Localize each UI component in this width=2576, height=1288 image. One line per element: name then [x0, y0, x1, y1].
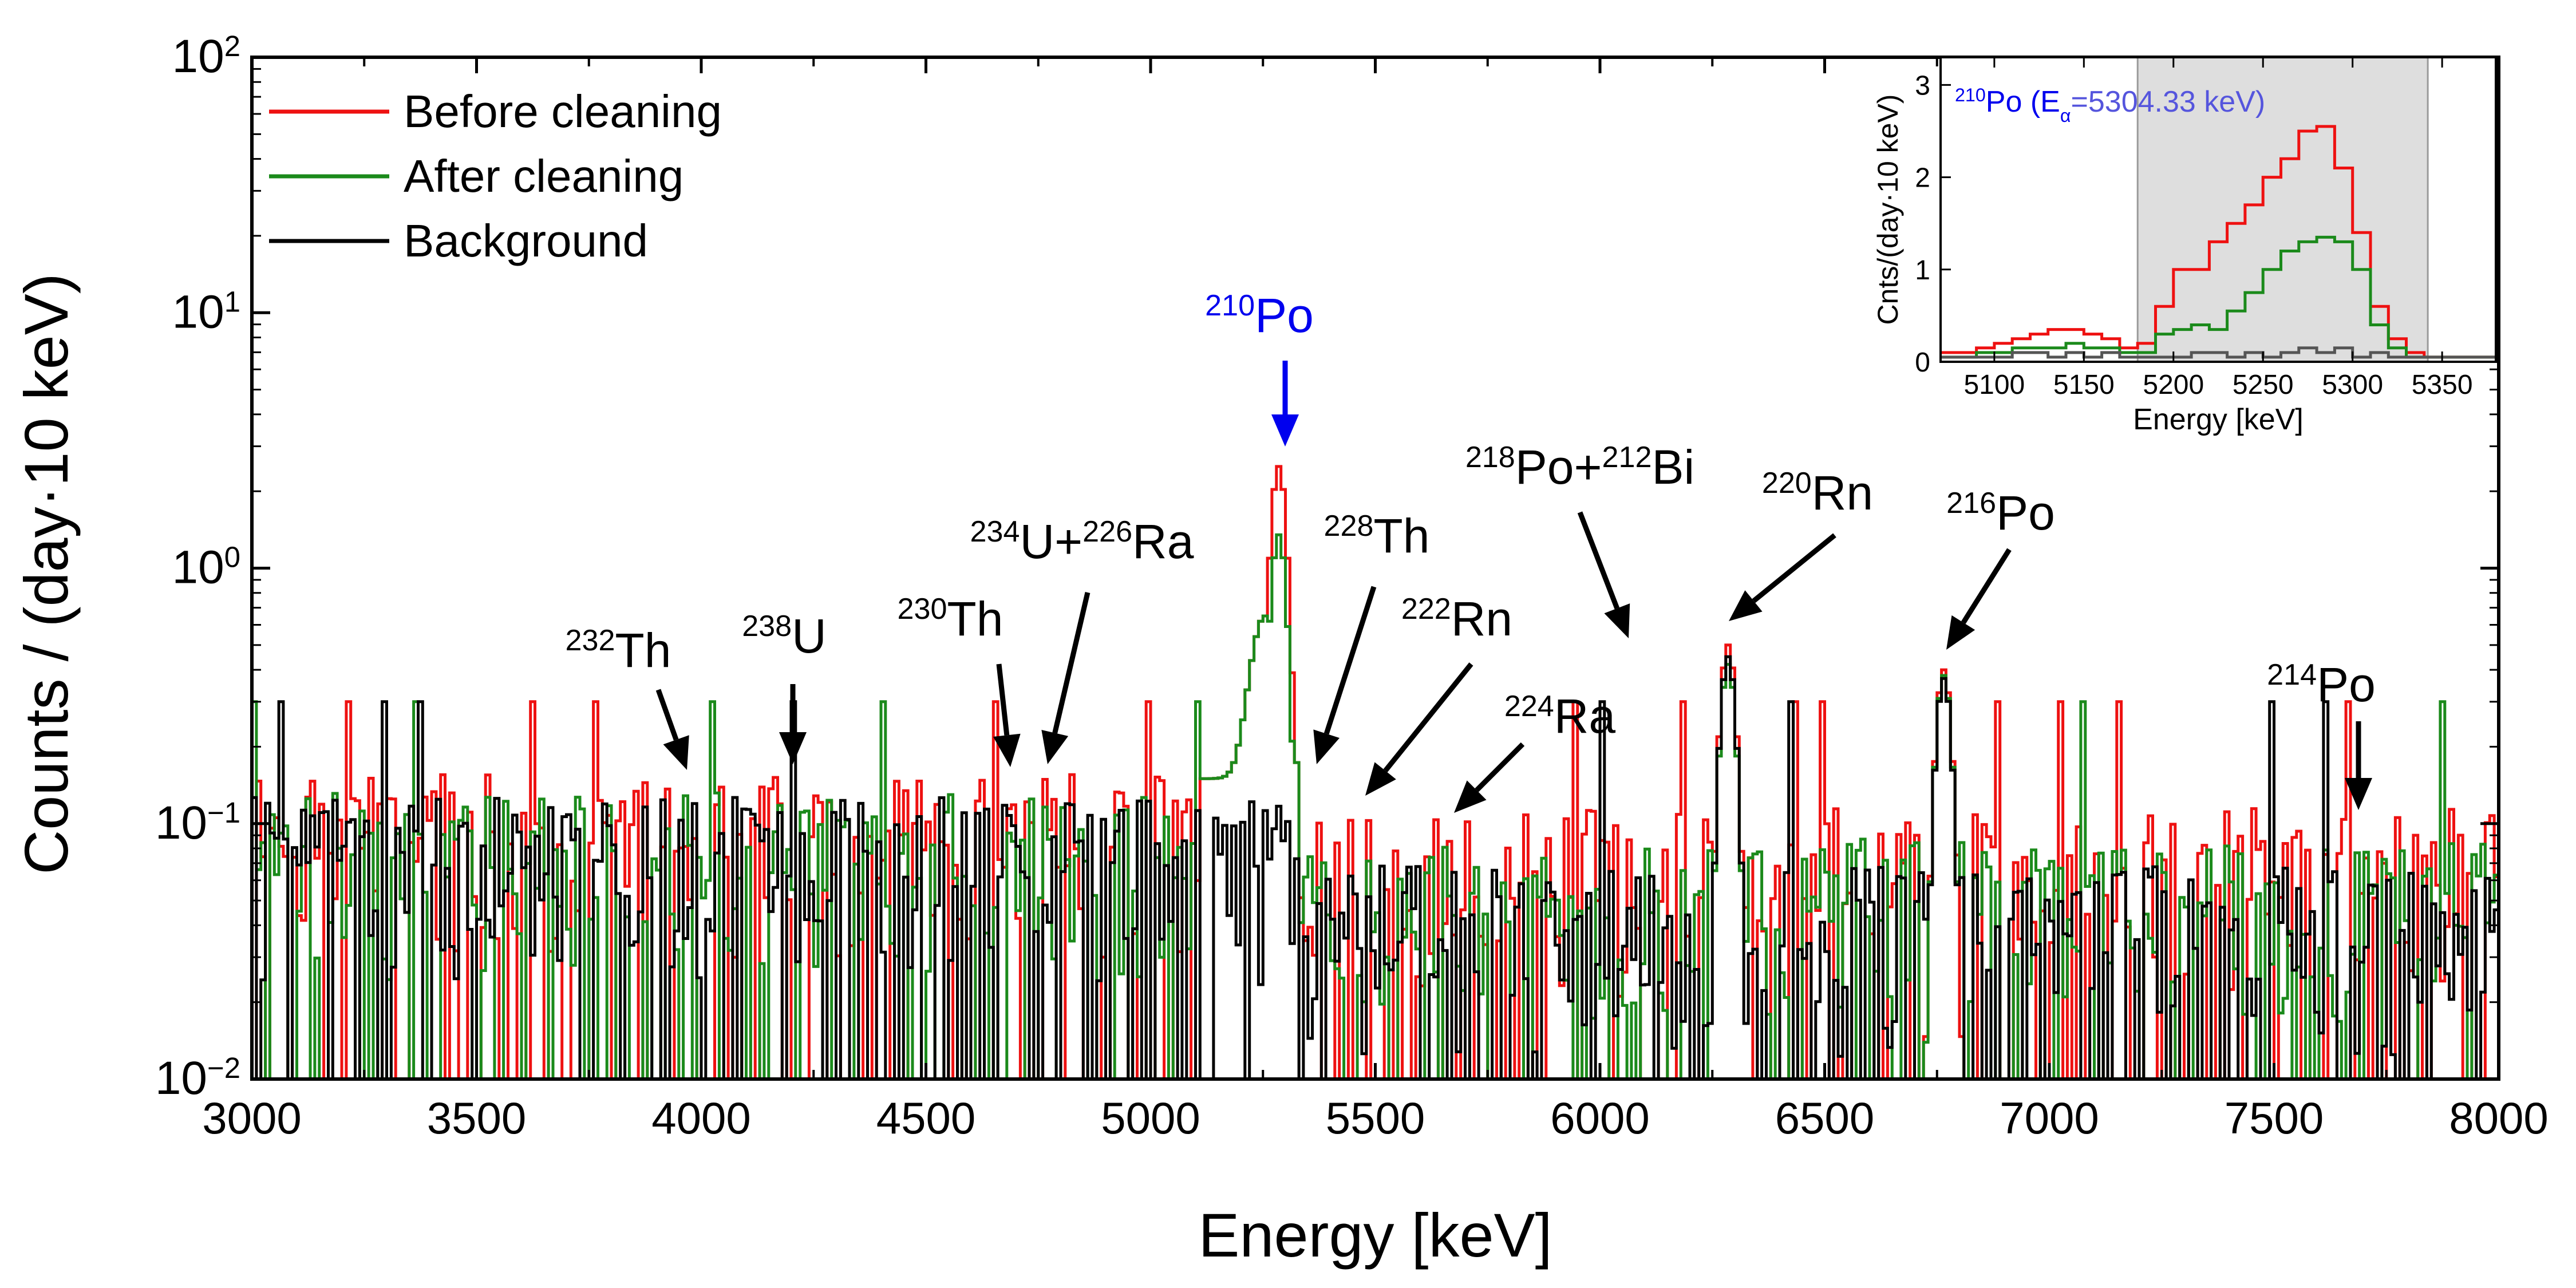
peak-arrow-8-head — [1604, 603, 1630, 638]
x-tick-label: 3500 — [427, 1093, 527, 1143]
inset-y-tick-label: 3 — [1915, 70, 1930, 101]
peak-label-8: 218Po+212Bi — [1465, 440, 1694, 494]
inset-y-tick-label: 2 — [1915, 163, 1930, 193]
legend-label-2: Background — [404, 215, 648, 266]
inset-x-tick-label: 5150 — [2053, 370, 2115, 400]
peak-arrow-10-shaft — [1963, 550, 2009, 623]
x-tick-label: 7500 — [2225, 1093, 2324, 1143]
y-tick-label: 101 — [172, 285, 241, 338]
peak-label-9: 220Rn — [1762, 466, 1873, 520]
x-tick-label: 6000 — [1550, 1093, 1650, 1143]
peak-arrow-5-shaft — [1326, 587, 1374, 734]
peak-label-4: 210Po — [1205, 289, 1314, 342]
peak-arrow-5-head — [1313, 729, 1340, 764]
peak-arrow-0-head — [663, 735, 689, 770]
peak-arrow-6-shaft — [1385, 664, 1471, 771]
x-tick-label: 5500 — [1326, 1093, 1425, 1143]
x-tick-label: 5000 — [1101, 1093, 1200, 1143]
peak-label-5: 228Th — [1324, 509, 1430, 563]
peak-arrow-10-head — [1946, 615, 1975, 650]
inset-x-tick-label: 5200 — [2143, 370, 2204, 400]
inset-plot: 5100 5150 5200 5250 5300 5350 Energy [keV] 0 1 2 3… — [1872, 57, 2496, 436]
y-axis-label: Counts / (day·10 keV) — [11, 273, 81, 874]
x-tick-label: 4500 — [876, 1093, 976, 1143]
peak-arrow-9-shaft — [1753, 535, 1835, 601]
y-tick-label: 10−1 — [155, 796, 240, 849]
spectrum-chart: 3000 3500 4000 4500 5000 5500 6000 6500 7000 7500… — [0, 0, 2576, 1288]
inset-x-axis-label: Energy [keV] — [2133, 403, 2304, 436]
peak-label-11: 214Po — [2267, 658, 2376, 712]
peak-label-0: 232Th — [566, 623, 671, 677]
x-axis-label: Energy [keV] — [1198, 1200, 1552, 1270]
inset-x-tick-label: 5100 — [1963, 370, 2025, 400]
peak-arrow-0-shaft — [658, 690, 676, 740]
peak-label-10: 216Po — [1946, 486, 2055, 540]
x-tick-label: 6500 — [1775, 1093, 1875, 1143]
inset-x-tick-label: 5300 — [2322, 370, 2383, 400]
peak-arrow-3-shaft — [1055, 592, 1088, 733]
peak-arrow-2-shaft — [999, 664, 1007, 735]
peak-arrow-11-head — [2345, 778, 2372, 810]
inset-y-tick-label: 0 — [1915, 347, 1930, 378]
peak-arrow-4-head — [1271, 414, 1299, 447]
peak-arrow-1-head — [779, 732, 807, 764]
x-tick-label: 4000 — [651, 1093, 751, 1143]
legend-label-1: After cleaning — [404, 151, 683, 202]
peak-arrow-8-shaft — [1580, 512, 1617, 609]
x-tick-label: 7000 — [2000, 1093, 2099, 1143]
inset-y-tick-label: 1 — [1915, 255, 1930, 286]
peak-arrow-7-shaft — [1477, 744, 1523, 790]
peak-label-1: 238U — [742, 609, 827, 663]
peak-label-2: 230Th — [898, 592, 1003, 646]
y-tick-label: 102 — [172, 30, 241, 83]
inset-x-tick-label: 5350 — [2412, 370, 2473, 400]
peak-label-6: 222Rn — [1401, 592, 1512, 646]
peak-arrow-3-head — [1041, 730, 1068, 764]
peak-label-3: 234U+226Ra — [970, 515, 1194, 568]
inset-y-axis-label: Cnts/(day·10 keV) — [1872, 94, 1904, 325]
y-tick-label: 100 — [172, 540, 241, 594]
peak-label-7: 224Ra — [1504, 689, 1616, 743]
x-tick-label: 3000 — [202, 1093, 302, 1143]
x-tick-label: 8000 — [2449, 1093, 2549, 1143]
legend-label-0: Before cleaning — [404, 86, 722, 137]
inset-x-tick-label: 5250 — [2233, 370, 2294, 400]
